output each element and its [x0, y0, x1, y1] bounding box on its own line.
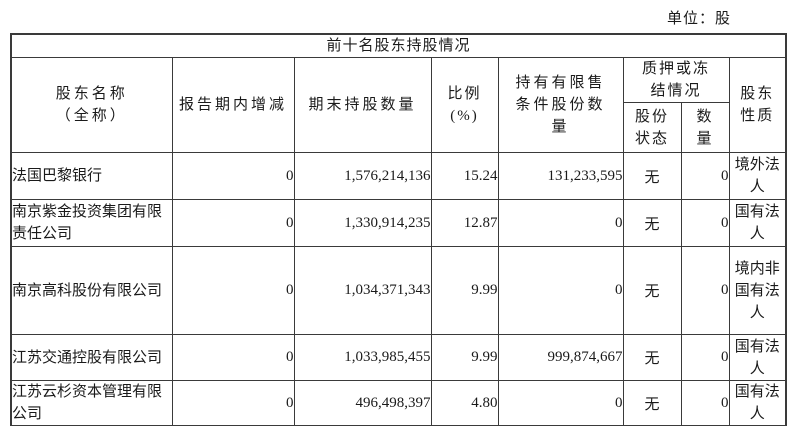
cell-end-shares: 1,033,985,455	[293, 334, 432, 381]
cell-ratio: 9.99	[430, 334, 499, 381]
cell-nature: 国有法人	[728, 334, 787, 381]
col-header-pledge-status: 股份 状态	[622, 102, 682, 153]
table-row: 江苏云杉资本管理有限公司 0 496,498,397 4.80 0 无 0 国有…	[10, 380, 787, 426]
cell-end-shares: 496,498,397	[293, 380, 432, 426]
cell-pledge-status: 无	[622, 152, 682, 200]
table-row: 南京高科股份有限公司 0 1,034,371,343 9.99 0 无 0 境内…	[10, 246, 787, 335]
cell-ratio: 9.99	[430, 246, 499, 335]
cell-pledge-status: 无	[622, 334, 682, 381]
cell-nature: 国有法人	[728, 199, 787, 247]
cell-name: 南京高科股份有限公司	[10, 246, 173, 335]
table-title-row: 前十名股东持股情况	[10, 33, 787, 58]
cell-change: 0	[171, 246, 295, 335]
cell-name: 南京紫金投资集团有限责任公司	[10, 199, 173, 247]
col-header-restricted-shares: 持有有限售 条件股份数 量	[497, 57, 624, 153]
table-title: 前十名股东持股情况	[10, 33, 787, 58]
cell-pledge-status: 无	[622, 199, 682, 247]
cell-restricted: 0	[497, 380, 624, 426]
cell-nature: 境外法人	[728, 152, 787, 200]
cell-pledge-qty: 0	[680, 199, 730, 247]
cell-restricted: 999,874,667	[497, 334, 624, 381]
col-header-nature: 股东 性质	[728, 57, 787, 153]
col-header-pledge-qty: 数 量	[680, 102, 730, 153]
cell-ratio: 15.24	[430, 152, 499, 200]
table-row: 南京紫金投资集团有限责任公司 0 1,330,914,235 12.87 0 无…	[10, 199, 787, 247]
cell-end-shares: 1,576,214,136	[293, 152, 432, 200]
cell-restricted: 0	[497, 199, 624, 247]
cell-ratio: 4.80	[430, 380, 499, 426]
cell-pledge-status: 无	[622, 380, 682, 426]
cell-end-shares: 1,330,914,235	[293, 199, 432, 247]
cell-change: 0	[171, 380, 295, 426]
header-subrow: 股份 状态 数 量	[11, 102, 786, 153]
cell-restricted: 131,233,595	[497, 152, 624, 200]
cell-pledge-qty: 0	[680, 246, 730, 335]
col-header-change: 报告期内增减	[171, 57, 295, 153]
cell-change: 0	[171, 334, 295, 381]
shareholders-table: 前十名股东持股情况 股东名称 （全称） 报告期内增减 期末持股数量 比例 (%)…	[10, 33, 788, 426]
col-header-ratio: 比例 (%)	[430, 57, 499, 153]
cell-restricted: 0	[497, 246, 624, 335]
unit-label: 单位：股	[666, 11, 731, 27]
cell-name: 江苏交通控股有限公司	[10, 334, 173, 381]
cell-end-shares: 1,034,371,343	[293, 246, 432, 335]
cell-pledge-qty: 0	[680, 334, 730, 381]
cell-pledge-status: 无	[622, 246, 682, 335]
col-header-shareholder-name: 股东名称 （全称）	[10, 57, 173, 153]
cell-pledge-qty: 0	[680, 380, 730, 426]
header-row: 股东名称 （全称） 报告期内增减 期末持股数量 比例 (%) 持有有限售 条件股…	[10, 57, 787, 153]
table-row: 江苏交通控股有限公司 0 1,033,985,455 9.99 999,874,…	[10, 334, 787, 381]
table-row: 法国巴黎银行 0 1,576,214,136 15.24 131,233,595…	[10, 152, 787, 200]
col-header-pledge-group: 质押或冻 结情况	[622, 57, 730, 103]
cell-nature: 国有法人	[728, 380, 787, 426]
cell-pledge-qty: 0	[680, 152, 730, 200]
cell-change: 0	[171, 199, 295, 247]
cell-ratio: 12.87	[430, 199, 499, 247]
col-header-end-shares: 期末持股数量	[293, 57, 432, 153]
cell-change: 0	[171, 152, 295, 200]
cell-nature: 境内非国有法人	[728, 246, 787, 335]
cell-name: 法国巴黎银行	[10, 152, 173, 200]
cell-name: 江苏云杉资本管理有限公司	[10, 380, 173, 426]
